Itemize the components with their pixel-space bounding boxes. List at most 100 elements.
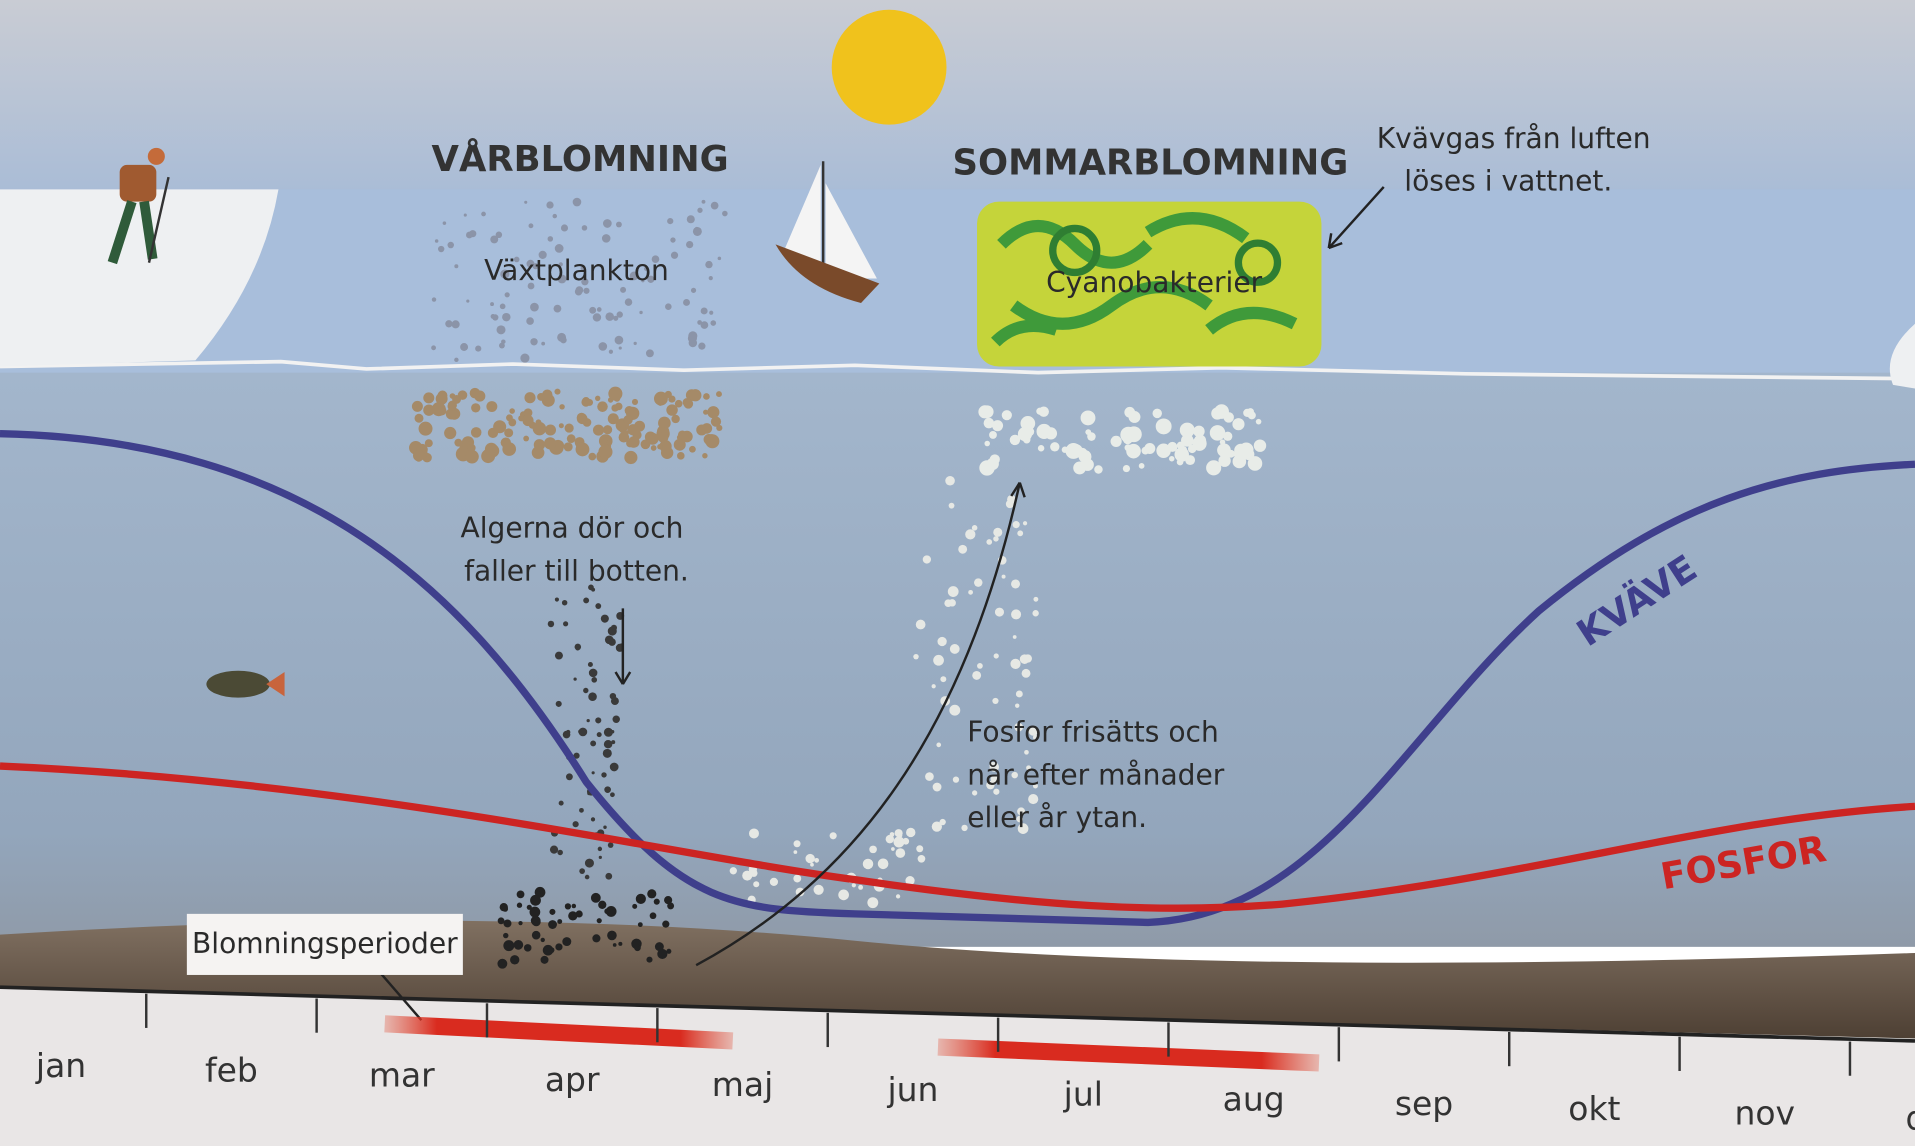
- particle: [526, 317, 534, 325]
- particle: [623, 415, 633, 425]
- particle: [729, 867, 737, 875]
- particle: [689, 445, 696, 453]
- particle: [1016, 815, 1024, 823]
- ice: [1889, 323, 1915, 389]
- thermocline: [0, 359, 1915, 381]
- particle: [531, 930, 541, 940]
- particle: [952, 776, 960, 783]
- particle: [829, 832, 837, 840]
- particle: [589, 306, 597, 314]
- particle: [463, 213, 467, 217]
- particle: [445, 320, 453, 328]
- particle: [989, 431, 997, 439]
- particle: [1144, 442, 1156, 454]
- particle: [1024, 749, 1029, 755]
- particle: [657, 400, 664, 406]
- particle: [657, 432, 669, 443]
- particle: [583, 597, 590, 604]
- month-label: maj: [712, 1065, 773, 1104]
- particle: [563, 442, 573, 452]
- particle: [689, 389, 702, 402]
- particle: [576, 413, 588, 425]
- particle: [418, 421, 433, 436]
- particle: [1001, 410, 1012, 421]
- particle: [466, 231, 473, 239]
- particle: [838, 889, 849, 901]
- particle: [504, 428, 514, 438]
- nitrogen-curve: [0, 430, 1915, 927]
- particle: [665, 303, 672, 310]
- particle: [629, 271, 639, 281]
- particle: [993, 788, 1000, 795]
- particle: [1187, 444, 1197, 454]
- particle: [937, 636, 947, 647]
- particle: [947, 586, 959, 597]
- particle: [1015, 703, 1020, 708]
- particle: [662, 920, 670, 928]
- particle: [653, 898, 660, 905]
- particle: [610, 792, 615, 798]
- particle: [989, 454, 1000, 465]
- particle: [603, 425, 613, 435]
- particle: [688, 217, 694, 223]
- particle: [530, 894, 541, 906]
- particle: [810, 862, 814, 867]
- particle: [668, 395, 676, 403]
- particle: [1152, 408, 1162, 419]
- particle: [683, 399, 694, 409]
- sun: [831, 9, 947, 125]
- particle: [608, 349, 614, 354]
- particle: [1017, 530, 1024, 537]
- particle: [1167, 441, 1178, 452]
- particle: [566, 434, 576, 443]
- particle: [574, 643, 582, 651]
- particle: [499, 303, 506, 310]
- particle: [568, 911, 578, 921]
- particle: [992, 697, 999, 705]
- particle: [584, 874, 590, 880]
- particle: [702, 453, 708, 459]
- particle: [933, 654, 944, 666]
- month-label: jul: [1063, 1075, 1103, 1114]
- particle: [1138, 463, 1145, 469]
- particle: [674, 399, 683, 408]
- particle: [1007, 495, 1016, 504]
- particle: [986, 780, 995, 790]
- particle: [862, 858, 874, 870]
- particle: [667, 218, 674, 225]
- particle: [858, 884, 864, 890]
- particle: [510, 955, 520, 965]
- particle: [497, 958, 508, 969]
- particle: [583, 287, 590, 294]
- particle: [813, 884, 824, 895]
- particle: [1010, 658, 1021, 669]
- particle: [1017, 807, 1026, 816]
- particle: [602, 748, 612, 758]
- particle: [1193, 425, 1205, 438]
- particle: [885, 834, 895, 844]
- particle: [603, 739, 613, 749]
- particle: [548, 266, 552, 270]
- deep-water: [0, 372, 1915, 947]
- particle: [683, 298, 690, 306]
- particle: [548, 920, 557, 929]
- particle: [467, 443, 476, 452]
- particle: [518, 920, 523, 926]
- particle: [579, 807, 584, 813]
- particle: [541, 341, 546, 346]
- particle: [1050, 442, 1060, 452]
- particle: [528, 223, 534, 229]
- particle: [490, 302, 494, 307]
- particle: [573, 677, 577, 681]
- particle: [972, 670, 982, 680]
- particle: [620, 286, 627, 293]
- particle: [611, 740, 616, 745]
- particle: [444, 426, 457, 440]
- particle: [722, 210, 728, 217]
- particle: [571, 903, 577, 909]
- particle: [945, 475, 955, 486]
- particle: [1185, 430, 1193, 438]
- particle: [503, 919, 512, 928]
- particle: [1012, 635, 1017, 639]
- particle: [993, 536, 999, 542]
